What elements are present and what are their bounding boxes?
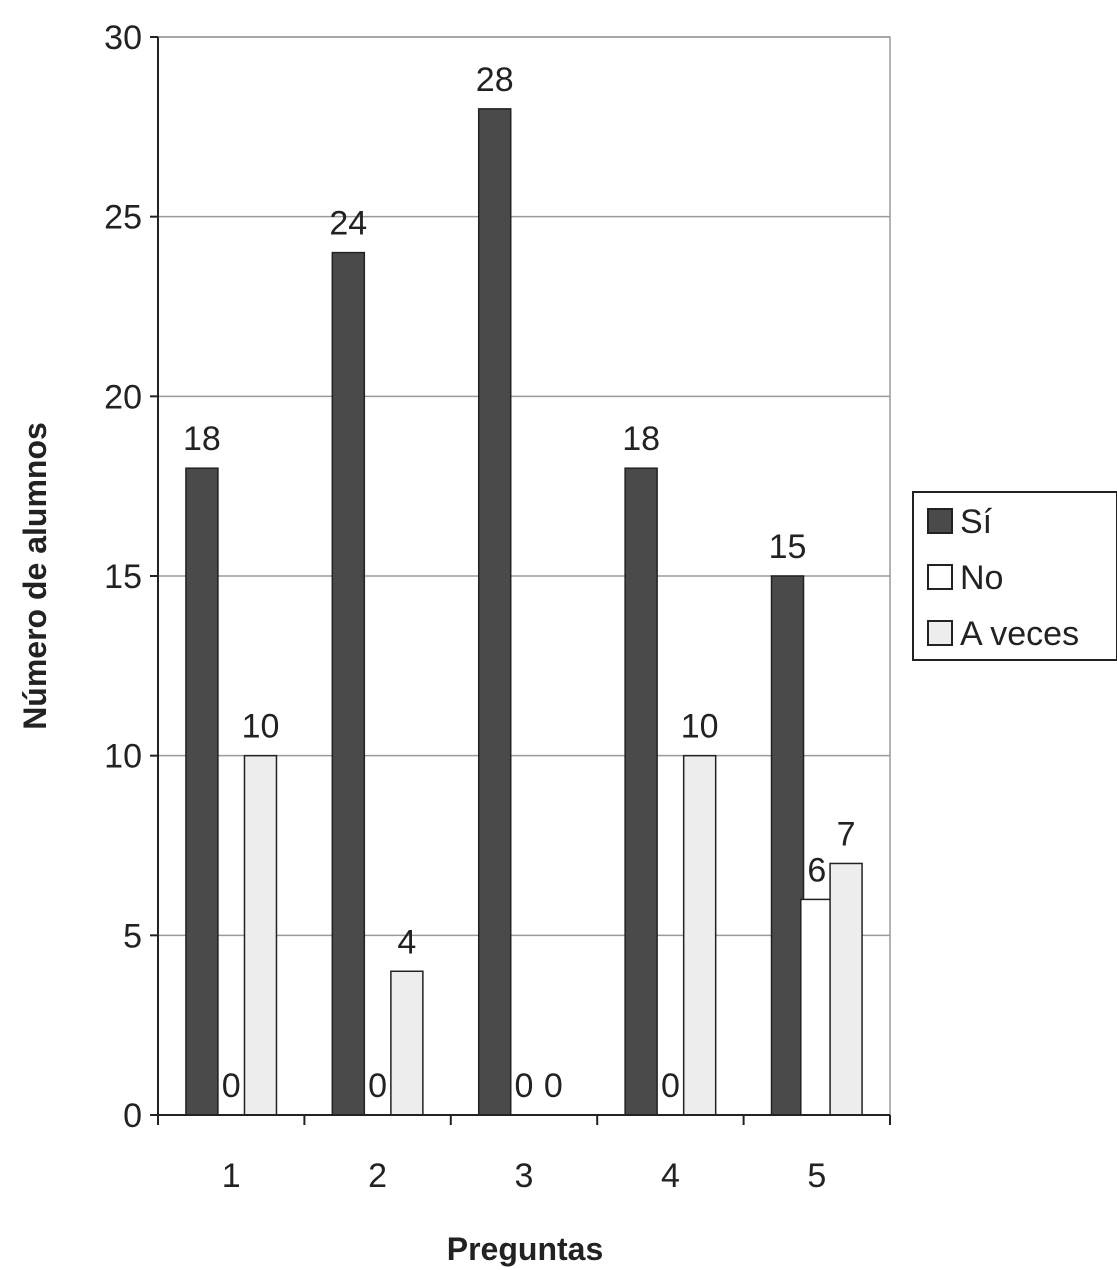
bars — [185, 108, 863, 1116]
x-tick-label: 5 — [807, 1157, 826, 1195]
bar — [829, 862, 863, 1116]
bar-value-label: 10 — [681, 708, 719, 746]
bar — [390, 970, 424, 1116]
bar — [800, 898, 834, 1116]
y-tick-label: 20 — [104, 378, 142, 416]
x-axis-title: Preguntas — [447, 1231, 603, 1267]
x-tick-label: 3 — [515, 1157, 534, 1195]
legend: Sí No A veces — [912, 491, 1117, 661]
bar — [770, 575, 805, 1116]
bar-value-label: 6 — [807, 851, 826, 889]
x-tick-label: 4 — [661, 1157, 680, 1195]
bar-value-label: 15 — [769, 528, 807, 566]
y-tick-label: 15 — [104, 558, 142, 596]
bar-value-label: 0 — [515, 1067, 534, 1105]
bar-value-label: 18 — [622, 420, 660, 458]
legend-label: No — [960, 559, 1003, 597]
bar-value-label: 24 — [329, 205, 367, 243]
bar-value-label: 0 — [222, 1067, 241, 1105]
y-tick-label: 5 — [123, 917, 142, 955]
legend-label: Sí — [960, 503, 993, 541]
y-tick-label: 0 — [123, 1097, 142, 1135]
bar — [477, 108, 512, 1116]
bar-value-label: 0 — [368, 1067, 387, 1105]
y-axis-title: Número de alumnos — [17, 422, 53, 730]
x-tick-label: 2 — [368, 1157, 387, 1195]
bar-value-label: 4 — [397, 923, 416, 961]
bar — [243, 754, 278, 1116]
x-tick-label: 1 — [222, 1157, 241, 1195]
bar-value-label: 7 — [837, 815, 856, 853]
bar-value-label: 18 — [183, 420, 221, 458]
bar-value-label: 0 — [661, 1067, 680, 1105]
bar — [331, 251, 366, 1116]
x-ticks: 1 2 3 4 5 — [157, 1115, 891, 1195]
legend-swatch — [927, 620, 953, 646]
legend-label: A veces — [960, 615, 1079, 653]
bar — [624, 467, 658, 1116]
y-tick-label: 30 — [104, 19, 142, 57]
y-tick-label: 10 — [104, 738, 142, 776]
bar-value-label: 10 — [242, 708, 280, 746]
bar — [185, 467, 219, 1116]
legend-swatch — [927, 564, 953, 590]
y-tick-label: 25 — [104, 199, 142, 237]
y-ticks: 0 5 10 15 20 25 30 — [104, 19, 158, 1135]
bar-value-label: 28 — [476, 61, 514, 99]
bar-value-label: 0 — [544, 1067, 563, 1105]
legend-swatch — [927, 508, 953, 534]
bar — [682, 754, 717, 1116]
